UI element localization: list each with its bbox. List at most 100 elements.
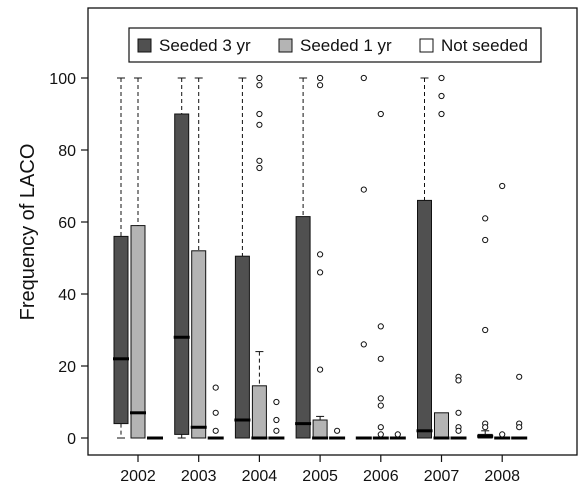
- box-not-seeded-2003: [207, 384, 224, 440]
- outlier-point: [438, 92, 445, 100]
- outlier-point: [438, 74, 445, 82]
- box-seeded-1-yr-2004: [251, 74, 268, 440]
- outlier-point: [516, 424, 523, 431]
- outlier-point: [256, 164, 263, 172]
- x-tick-label: 2005: [302, 468, 338, 485]
- outlier-point: [256, 157, 263, 164]
- box-seeded-3-yr-2008: [477, 215, 494, 439]
- outlier-point: [455, 427, 462, 434]
- boxes-layer: [113, 74, 528, 440]
- box-seeded-3-yr-2004: [234, 77, 251, 439]
- outlier-point: [438, 110, 445, 118]
- legend-swatch-seeded-3-yr: [137, 38, 152, 53]
- y-tick-label: 60: [58, 215, 76, 232]
- outlier-point: [317, 82, 324, 89]
- box-body: [130, 225, 146, 439]
- box-seeded-3-yr-2006: [355, 74, 372, 440]
- box-seeded-1-yr-2006: [372, 110, 389, 440]
- box-body: [417, 199, 432, 439]
- outlier-point: [273, 416, 280, 424]
- box-not-seeded-2007: [450, 373, 467, 440]
- box-seeded-3-yr-2003: [173, 77, 190, 439]
- x-axis: 2002 2003 2004 2005 2006 2007 2008: [120, 455, 520, 485]
- x-tick-label: 2006: [363, 468, 399, 485]
- y-tick-label: 80: [58, 143, 76, 160]
- outlier-point: [212, 427, 219, 434]
- outlier-point: [455, 377, 462, 384]
- outlier-point: [499, 182, 506, 190]
- outlier-point: [482, 215, 489, 222]
- box-body: [174, 113, 190, 435]
- box-seeded-3-yr-2002: [113, 77, 129, 439]
- outlier-point: [516, 373, 523, 380]
- plot-frame: [87, 7, 578, 456]
- outlier-point: [317, 269, 324, 276]
- outlier-point: [273, 398, 280, 406]
- outlier-point: [212, 384, 219, 391]
- x-tick-label: 2008: [484, 468, 520, 485]
- y-axis-title: Frequency of LACO: [17, 144, 39, 321]
- box-seeded-3-yr-2005: [295, 77, 312, 439]
- outlier-point: [317, 251, 324, 258]
- box-not-seeded-2008: [511, 373, 528, 440]
- outlier-point: [256, 82, 263, 89]
- y-axis: 0 20 40 60 80 100: [49, 71, 88, 448]
- box-seeded-1-yr-2008: [494, 182, 511, 440]
- outlier-point: [377, 424, 384, 431]
- box-body: [113, 235, 129, 425]
- box-body: [234, 255, 250, 439]
- box-body: [191, 250, 207, 439]
- legend-swatch-seeded-1-yr: [278, 38, 293, 53]
- x-tick-label: 2002: [120, 468, 156, 485]
- x-tick-label: 2003: [181, 468, 217, 485]
- outlier-point: [455, 409, 462, 416]
- outlier-point: [377, 355, 384, 362]
- box-seeded-3-yr-2007: [416, 77, 433, 439]
- outlier-point: [482, 236, 489, 244]
- outlier-point: [377, 431, 384, 438]
- box-seeded-1-yr-2007: [433, 74, 450, 440]
- box-body: [434, 412, 449, 439]
- outlier-point: [273, 427, 280, 434]
- outlier-point: [212, 409, 219, 416]
- outlier-point: [499, 431, 506, 438]
- y-tick-label: 40: [58, 287, 76, 304]
- box-body: [295, 216, 311, 439]
- legend-frame: [128, 27, 542, 63]
- box-seeded-1-yr-2005: [312, 74, 329, 440]
- box-not-seeded-2006: [389, 431, 406, 440]
- outlier-point: [256, 121, 263, 128]
- outlier-point: [334, 427, 341, 434]
- y-tick-label: 0: [67, 431, 76, 448]
- outlier-point: [377, 323, 384, 330]
- outlier-point: [360, 74, 367, 82]
- box-not-seeded-2004: [268, 398, 285, 440]
- legend-swatch-not-seeded: [419, 38, 434, 53]
- legend-label-not-seeded: Not seeded: [441, 36, 528, 55]
- box-body: [251, 385, 267, 439]
- y-tick-label: 20: [58, 359, 76, 376]
- legend-label-seeded-3-yr: Seeded 3 yr: [159, 36, 251, 55]
- outlier-point: [360, 186, 367, 193]
- y-tick-label: 100: [49, 71, 76, 88]
- outlier-point: [394, 431, 401, 438]
- legend: Seeded 3 yr Seeded 1 yr Not seeded: [128, 27, 542, 63]
- legend-label-seeded-1-yr: Seeded 1 yr: [300, 36, 392, 55]
- outlier-point: [317, 74, 324, 82]
- outlier-point: [482, 424, 489, 431]
- outlier-point: [482, 326, 489, 334]
- box-not-seeded-2005: [329, 427, 346, 440]
- x-tick-label: 2007: [424, 468, 460, 485]
- outlier-point: [377, 110, 384, 118]
- x-tick-label: 2004: [242, 468, 278, 485]
- box-seeded-1-yr-2002: [130, 77, 146, 439]
- outlier-point: [256, 110, 263, 118]
- outlier-point: [256, 74, 263, 82]
- outlier-point: [377, 402, 384, 409]
- box-seeded-1-yr-2003: [190, 77, 207, 439]
- outlier-point: [360, 341, 367, 348]
- box-body: [312, 419, 328, 439]
- outlier-point: [377, 395, 384, 402]
- outlier-point: [317, 366, 324, 373]
